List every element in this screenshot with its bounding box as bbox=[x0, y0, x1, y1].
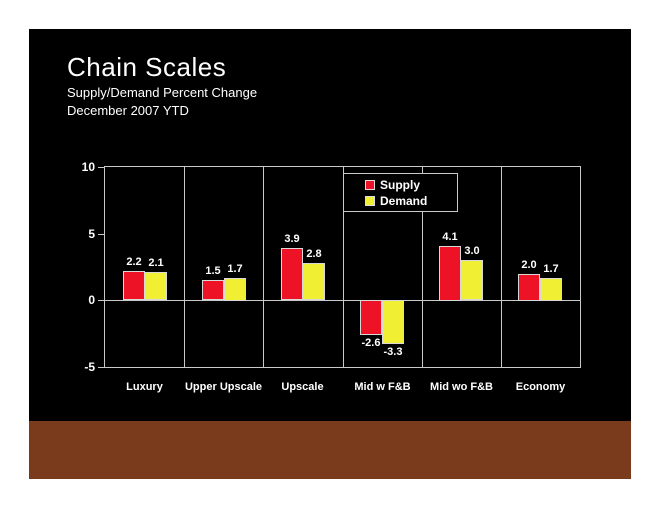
value-label: 2.8 bbox=[306, 248, 322, 260]
value-label: 4.1 bbox=[442, 231, 458, 243]
y-tick-label: -5 bbox=[84, 360, 95, 374]
y-tick-label: 5 bbox=[88, 227, 95, 241]
value-label: 3.0 bbox=[464, 245, 480, 257]
bar-demand-mid-w-f-b bbox=[382, 300, 404, 344]
bar-demand-mid-wo-f-b bbox=[461, 260, 483, 300]
bar-supply-mid-w-f-b bbox=[360, 300, 382, 335]
value-label: 2.2 bbox=[126, 256, 142, 268]
bar-demand-upscale bbox=[303, 263, 325, 300]
bar-supply-upscale bbox=[281, 248, 303, 300]
category-separator-line bbox=[343, 167, 344, 367]
category-separator-line bbox=[263, 167, 264, 367]
legend-item-demand: Demand bbox=[365, 193, 457, 209]
y-tick-mark bbox=[98, 167, 104, 168]
chart-legend: Supply Demand bbox=[343, 173, 458, 212]
value-label: 1.7 bbox=[543, 263, 559, 275]
value-label: 1.7 bbox=[227, 263, 243, 275]
title-block: Chain Scales Supply/Demand Percent Chang… bbox=[67, 51, 257, 119]
category-label-economy: Economy bbox=[515, 381, 566, 393]
bar-demand-luxury bbox=[145, 272, 167, 300]
y-tick-mark bbox=[98, 300, 104, 301]
value-label: 2.1 bbox=[148, 257, 164, 269]
category-label-upscale: Upscale bbox=[281, 381, 324, 393]
bar-supply-mid-wo-f-b bbox=[439, 246, 461, 301]
legend-label-supply: Supply bbox=[380, 178, 421, 192]
demand-swatch-icon bbox=[365, 196, 375, 206]
value-label: 2.0 bbox=[521, 259, 537, 271]
value-label: 1.5 bbox=[205, 265, 221, 277]
category-label-mid-wo-f-b: Mid wo F&B bbox=[430, 381, 493, 393]
legend-label-demand: Demand bbox=[380, 194, 428, 208]
slide-subtitle-line2: December 2007 YTD bbox=[67, 103, 189, 118]
y-tick-mark bbox=[98, 367, 104, 368]
supply-swatch-icon bbox=[365, 180, 375, 190]
bar-supply-economy bbox=[518, 274, 540, 301]
bar-demand-upper-upscale bbox=[224, 278, 246, 301]
slide-title: Chain Scales bbox=[67, 52, 227, 82]
legend-item-supply: Supply bbox=[365, 177, 457, 193]
value-label: -3.3 bbox=[383, 346, 403, 358]
bar-demand-economy bbox=[540, 278, 562, 301]
y-tick-mark bbox=[98, 234, 104, 235]
footer-band bbox=[29, 421, 631, 479]
category-separator-line bbox=[501, 167, 502, 367]
category-separator-line bbox=[184, 167, 185, 367]
category-label-luxury: Luxury bbox=[126, 381, 163, 393]
bar-supply-upper-upscale bbox=[202, 280, 224, 300]
slide-subtitle-line1: Supply/Demand Percent Change bbox=[67, 85, 258, 100]
chart-plot-area: 2.2 1.5 3.9 -2.6 4.1 2.0 2.1 1.7 2.8 -3.3 3.0 1.7 bbox=[104, 166, 581, 368]
y-tick-label: 0 bbox=[88, 293, 95, 307]
bar-supply-luxury bbox=[123, 271, 145, 300]
y-tick-label: 10 bbox=[81, 160, 95, 174]
category-label-upper-upscale: Upper Upscale bbox=[184, 381, 263, 393]
slide: Chain Scales Supply/Demand Percent Chang… bbox=[29, 29, 631, 479]
category-separator-line bbox=[422, 167, 423, 367]
category-label-mid-w-f-b: Mid w F&B bbox=[354, 381, 411, 393]
value-label: 3.9 bbox=[284, 233, 300, 245]
zero-axis-line bbox=[105, 300, 580, 301]
value-label: -2.6 bbox=[361, 337, 381, 349]
